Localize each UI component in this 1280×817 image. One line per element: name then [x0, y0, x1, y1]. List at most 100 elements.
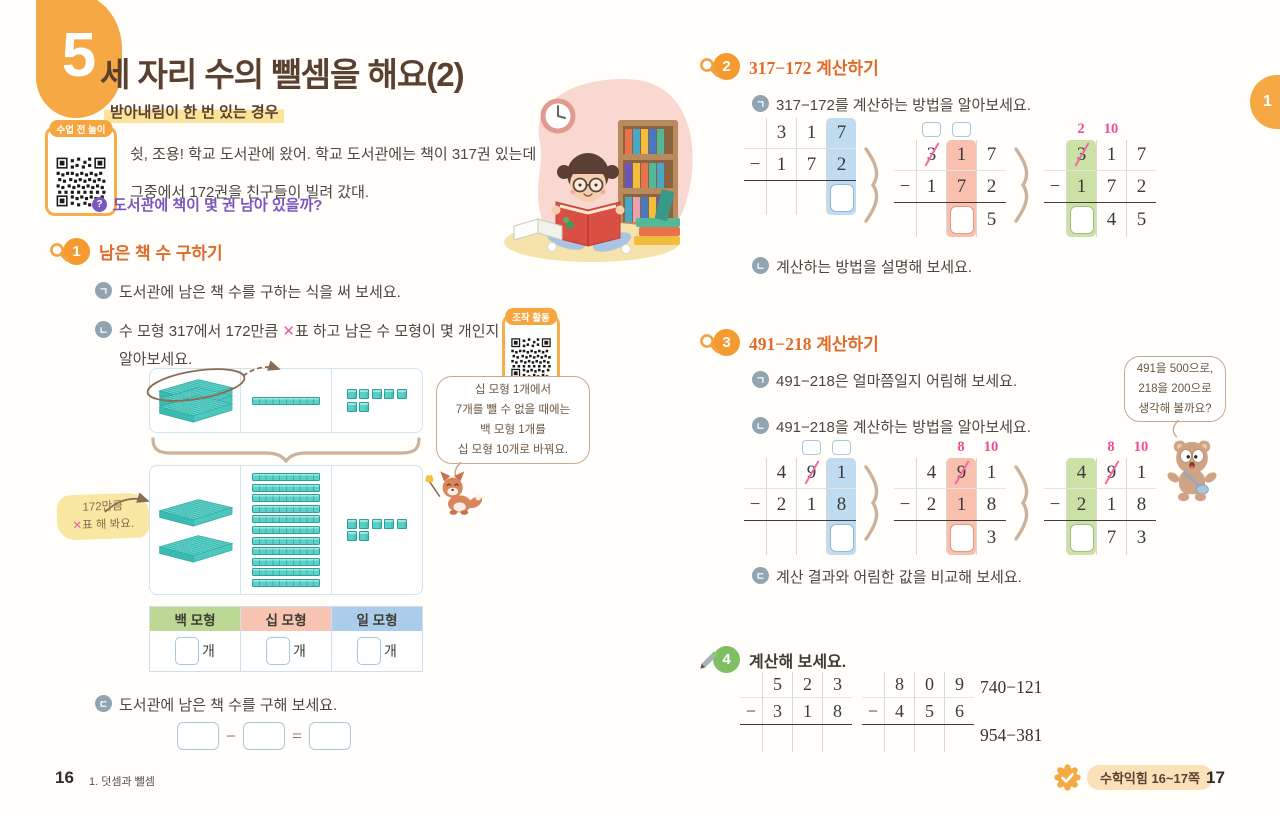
minuend-digit: 3 — [822, 672, 852, 698]
ten-rod — [252, 504, 320, 513]
answer-row — [740, 725, 852, 752]
answer-box[interactable] — [829, 184, 854, 212]
minuend-digit: 9 — [1096, 458, 1126, 489]
subtrahend-row: −1 7 2 — [894, 171, 1006, 202]
minuend-digit: 3 — [1066, 140, 1096, 171]
transition-brace — [864, 147, 879, 223]
one-cube — [384, 389, 394, 400]
table-body-row: 개 개 개 — [150, 631, 422, 671]
magnifier-icon — [700, 57, 719, 77]
minus-sign: − — [899, 493, 911, 515]
subtrahend-digit: 8 — [826, 489, 856, 520]
subtrahend-digit: 1 — [1096, 489, 1126, 520]
minuend-digit: 9 — [944, 672, 974, 698]
question-icon: ? — [92, 197, 107, 212]
one-cube — [371, 518, 382, 529]
section2-header: 2 317−172 계산하기 — [698, 53, 879, 80]
subtraction-grid-step2: 3 1 7−1 7 2 5 — [894, 118, 1006, 237]
count-input[interactable] — [357, 637, 382, 665]
ten-rod — [252, 483, 320, 492]
question-text: 도서관에 책이 몇 권 남아 있을까? — [113, 197, 323, 214]
carry-number: 10 — [1103, 120, 1119, 137]
practice-problem-1: 740−121 — [980, 677, 1043, 697]
workbook-reference: 수학익힘 16~17쪽 — [1087, 765, 1213, 790]
count-input[interactable] — [175, 637, 200, 665]
minuend-digit: 9 — [796, 458, 826, 489]
lesson-number: 5 — [61, 20, 97, 90]
carry-number: 8 — [1107, 438, 1115, 455]
s2-item1: ㄱ 317−172를 계산하는 방법을 알아보세요. — [752, 94, 1031, 115]
slashed-digit: 3 — [926, 144, 937, 165]
one-cube — [359, 401, 369, 412]
slashed-digit: 3 — [1076, 144, 1087, 165]
carry-box[interactable] — [951, 121, 971, 137]
subtrahend-row: −1 7 2 — [744, 149, 856, 180]
answer-row: 3 — [894, 521, 1006, 555]
s3-item1: ㄱ 491−218은 얼마쯤일지 어림해 보세요. — [752, 370, 1017, 391]
practice-grid-1: 5 2 3−3 1 8 — [740, 672, 852, 752]
answer-row — [744, 181, 856, 215]
s1-item2: ㄴ 수 모형 317에서 172만큼 ✕표 하고 남은 수 모형이 몇 개인지 — [95, 320, 499, 341]
tens-cell — [240, 369, 331, 432]
ten-rod — [252, 515, 320, 524]
subtrahend-row: −2 1 8 — [744, 489, 856, 520]
subtrahend-digit: 1 — [916, 171, 946, 202]
answer-digit — [946, 203, 976, 237]
ones-cell — [331, 466, 422, 594]
section3-title: 491−218 계산하기 — [749, 334, 879, 354]
one-cube — [359, 518, 369, 529]
bubble-tail — [1172, 420, 1180, 438]
answer-digit: 3 — [976, 521, 1006, 555]
answer-digit: 5 — [1126, 203, 1156, 237]
subtrahend-digit: 6 — [944, 698, 974, 724]
minus-sign: − — [1049, 493, 1061, 515]
equation-box-subtrahend[interactable] — [243, 722, 285, 750]
minuend-digit: 1 — [1096, 140, 1126, 171]
subtrahend-digit: 1 — [792, 698, 822, 724]
subtrahend-digit: 1 — [946, 489, 976, 520]
equation-box-result[interactable] — [309, 722, 351, 750]
s3-item3: ㄷ 계산 결과와 어림한 값을 비교해 보세요. — [752, 566, 1022, 587]
subtrahend-digit: 8 — [976, 489, 1006, 520]
answer-row: 5 — [894, 203, 1006, 237]
minuend-digit: 7 — [826, 118, 856, 149]
answer-digit — [1066, 521, 1096, 555]
minus-sign: − — [749, 153, 761, 175]
equation-box-minuend[interactable] — [177, 722, 219, 750]
minuend-digit: 7 — [1126, 140, 1156, 171]
carry-box[interactable] — [921, 121, 941, 137]
header-tens: 십 모형 — [240, 607, 331, 631]
carry-box[interactable] — [801, 439, 821, 455]
answer-line — [740, 724, 852, 725]
hundreds-cell — [150, 466, 240, 594]
count-input[interactable] — [266, 637, 291, 665]
answer-box[interactable] — [949, 206, 974, 234]
ten-rod — [252, 526, 320, 534]
carry-box[interactable] — [831, 439, 851, 455]
hundred-flat — [153, 498, 237, 527]
answer-line — [744, 520, 856, 521]
subtrahend-row: −3 1 8 — [740, 698, 852, 724]
chapter-label: 1. 덧셈과 뺄셈 — [89, 776, 155, 788]
s1-item1: ㄱ 도서관에 남은 책 수를 구하는 식을 써 보세요. — [95, 281, 401, 302]
bullet-n: ㄴ — [95, 321, 112, 338]
subtraction-grid-step3: 2 10 3 1 7−1 7 2 4 5 — [1044, 118, 1156, 237]
carry-number: 8 — [957, 438, 965, 455]
transition-brace — [1014, 147, 1029, 223]
cell-hundreds: 개 — [150, 631, 240, 671]
equals-operator: = — [291, 725, 303, 746]
one-cube — [359, 389, 369, 400]
minuend-digit: 1 — [946, 140, 976, 171]
answer-box[interactable] — [949, 524, 974, 552]
minuend-digit: 1 — [796, 118, 826, 149]
answer-box[interactable] — [829, 524, 854, 552]
s1-item3-text: 도서관에 남은 책 수를 구해 보세요. — [119, 697, 338, 714]
answer-box[interactable] — [1069, 206, 1094, 234]
subtrahend-digit: 2 — [766, 489, 796, 520]
minuend-digit: 9 — [946, 458, 976, 489]
section4-number: 4 — [713, 646, 740, 673]
answer-box[interactable] — [1069, 524, 1094, 552]
